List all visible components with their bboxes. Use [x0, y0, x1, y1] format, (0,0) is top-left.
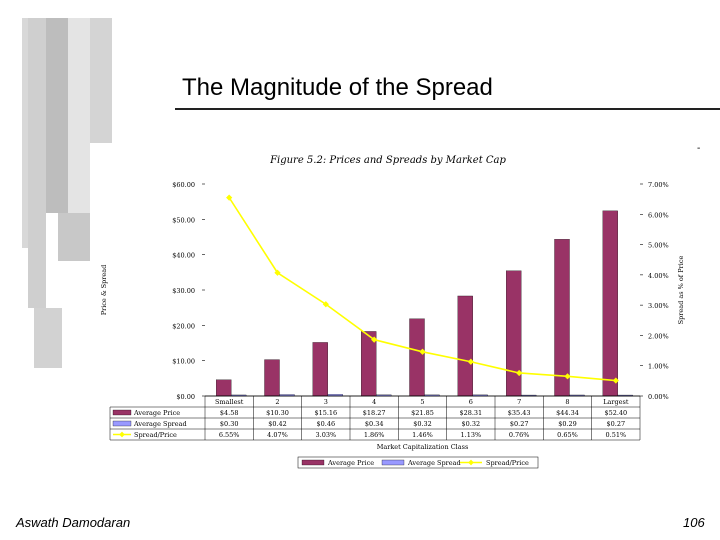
decor-block [22, 18, 28, 248]
table-cell: $0.42 [268, 420, 287, 428]
table-cell: $0.32 [413, 420, 432, 428]
table-legend-key [112, 420, 132, 427]
y2-tick-label: 6.00% [648, 211, 669, 219]
y2-tick-label: 0.00% [648, 393, 669, 401]
category-label: Largest [603, 398, 629, 406]
y2-tick-label: 5.00% [648, 242, 669, 250]
title-dash: - [697, 143, 701, 154]
table-cell: 0.51% [606, 431, 627, 439]
decor-block [90, 18, 112, 143]
y-tick-label: $10.00 [172, 358, 195, 366]
category-label: 3 [324, 398, 328, 406]
footer-author: Aswath Damodaran [16, 515, 131, 530]
category-label: 4 [372, 398, 376, 406]
y2-tick-label: 3.00% [648, 302, 669, 310]
price-bar [409, 318, 425, 397]
legend-key [468, 459, 474, 466]
table-cell: $0.34 [365, 420, 384, 428]
price-bar [216, 379, 232, 397]
table-legend-key [119, 431, 125, 438]
table-cell: $4.58 [220, 409, 239, 417]
table-cell: $21.85 [411, 409, 434, 417]
table-cell: 4.07% [267, 431, 288, 439]
table-cell: $44.34 [556, 409, 579, 417]
table-cell: 3.03% [316, 431, 337, 439]
spread-price-point [274, 269, 281, 276]
legend-label: Spread/Price [486, 459, 529, 467]
table-cell: $0.29 [558, 420, 577, 428]
price-bar [602, 210, 618, 397]
category-label: 2 [275, 398, 279, 406]
y2-tick-label: 1.00% [648, 363, 669, 371]
price-bar [312, 342, 328, 397]
y-tick-label: $30.00 [172, 287, 195, 295]
legend-label: Average Price [327, 459, 374, 467]
table-cell: 1.46% [412, 431, 433, 439]
category-label: Smallest [215, 398, 244, 406]
price-bar [264, 359, 280, 397]
table-cell: 1.86% [364, 431, 385, 439]
table-cell: 0.65% [557, 431, 578, 439]
decor-block [28, 18, 46, 308]
category-label: 7 [517, 398, 521, 406]
table-cell: $35.43 [508, 409, 531, 417]
category-label: 8 [565, 398, 569, 406]
table-cell: $18.27 [363, 409, 386, 417]
spread-price-point [419, 348, 426, 355]
y-tick-label: $60.00 [172, 181, 195, 189]
decor-block [68, 18, 90, 213]
table-cell: 1.13% [461, 431, 482, 439]
legend-key [381, 459, 405, 466]
table-cell: $0.46 [317, 420, 336, 428]
table-cell: 6.55% [219, 431, 240, 439]
table-cell: $52.40 [604, 409, 627, 417]
decor-block [46, 18, 68, 213]
table-cell: 0.76% [509, 431, 530, 439]
category-label: 6 [469, 398, 473, 406]
legend-box [297, 456, 539, 469]
y-tick-label: $50.00 [172, 216, 195, 224]
spread-price-point [467, 358, 474, 365]
title-underline [175, 108, 720, 110]
table-cell: $28.31 [459, 409, 482, 417]
legend-label: Average Spread [407, 459, 461, 467]
chart-title: Figure 5.2: Prices and Spreads by Market… [269, 155, 506, 166]
category-label: 5 [420, 398, 424, 406]
spread-price-point [371, 336, 378, 343]
table-cell: $0.30 [220, 420, 239, 428]
price-bar [554, 239, 570, 397]
decor-block [58, 213, 90, 261]
table-cell: $0.27 [510, 420, 529, 428]
y2-tick-label: 2.00% [648, 332, 669, 340]
table-legend-key [112, 409, 132, 416]
page-number: 106 [683, 515, 705, 530]
decor-block [34, 308, 62, 368]
y-tick-label: $0.00 [176, 393, 195, 401]
table-row-header: Average Price [133, 409, 180, 417]
y2-tick-label: 4.00% [648, 272, 669, 280]
y2-axis-title: Spread as % of Price [677, 256, 685, 325]
y-axis-title: Price & Spread [100, 265, 108, 316]
table-row-header: Average Spread [133, 420, 187, 428]
table-cell: $0.27 [607, 420, 626, 428]
y-tick-label: $20.00 [172, 322, 195, 330]
price-bar [457, 295, 473, 397]
table-cell: $10.30 [266, 409, 289, 417]
x-axis-title: Market Capitalization Class [377, 443, 469, 451]
legend-key [301, 459, 325, 466]
slide-title: The Magnitude of the Spread [182, 74, 493, 101]
spread-price-point [516, 369, 523, 377]
spread-price-point [322, 301, 329, 308]
y2-tick-label: 7.00% [648, 181, 669, 189]
price-bar [506, 270, 522, 397]
table-cell: $0.32 [462, 420, 481, 428]
y-tick-label: $40.00 [172, 252, 195, 260]
table-row-header: Spread/Price [134, 431, 177, 439]
table-cell: $15.16 [314, 409, 337, 417]
